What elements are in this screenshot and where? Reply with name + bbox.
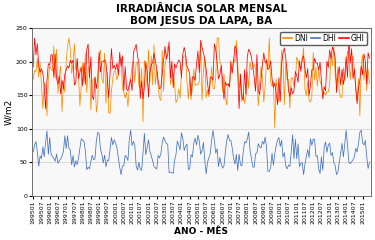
DHI <box>128 129 133 132</box>
GHI <box>360 73 365 76</box>
Title: IRRADIÂNCIA SOLAR MENSAL
BOM JESUS DA LAPA, BA: IRRADIÂNCIA SOLAR MENSAL BOM JESUS DA LA… <box>116 4 287 26</box>
GHI <box>216 78 221 80</box>
DHI <box>216 165 221 168</box>
DNI <box>273 127 277 130</box>
DHI <box>160 141 165 144</box>
Line: GHI: GHI <box>33 38 369 109</box>
DHI <box>31 150 36 153</box>
Line: DHI: DHI <box>33 130 369 175</box>
DHI <box>367 161 372 164</box>
DHI <box>288 165 292 168</box>
DNI <box>31 78 36 81</box>
Legend: DNI, DHI, GHI: DNI, DHI, GHI <box>280 32 367 45</box>
Y-axis label: W/m2: W/m2 <box>4 99 13 125</box>
GHI <box>288 95 292 98</box>
X-axis label: ANO - MÊS: ANO - MÊS <box>174 227 228 236</box>
DNI <box>215 36 219 39</box>
DNI <box>170 73 174 76</box>
DHI <box>360 141 365 144</box>
GHI <box>56 83 60 86</box>
GHI <box>32 36 37 39</box>
DHI <box>119 173 123 176</box>
DNI <box>67 36 71 39</box>
GHI <box>160 72 165 75</box>
DNI <box>360 54 365 56</box>
DNI <box>367 82 372 85</box>
DNI <box>53 77 57 80</box>
DHI <box>171 172 176 175</box>
GHI <box>367 57 372 60</box>
GHI <box>171 86 176 89</box>
Line: DNI: DNI <box>33 38 369 128</box>
DNI <box>159 99 163 102</box>
DNI <box>288 107 292 110</box>
GHI <box>31 66 36 68</box>
GHI <box>44 107 48 110</box>
DHI <box>53 160 57 163</box>
